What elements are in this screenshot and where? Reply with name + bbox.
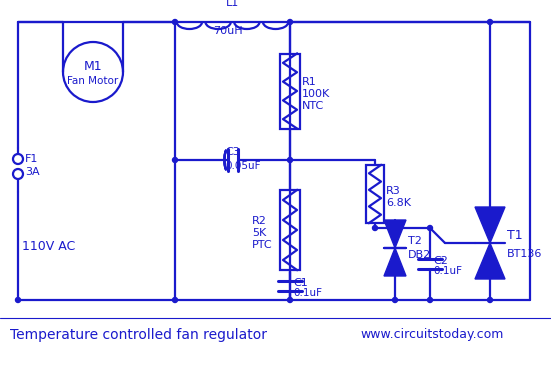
Text: R1: R1 (302, 77, 317, 87)
Bar (280, 190, 300, 270)
Circle shape (172, 158, 177, 162)
Text: BT136: BT136 (507, 249, 542, 259)
Text: NTC: NTC (302, 101, 324, 111)
Text: 3A: 3A (25, 167, 40, 177)
Circle shape (488, 20, 493, 24)
Circle shape (15, 297, 20, 303)
Circle shape (428, 225, 433, 231)
Text: 0.1uF: 0.1uF (433, 266, 462, 276)
Circle shape (288, 20, 293, 24)
Circle shape (288, 297, 293, 303)
Text: 5K: 5K (252, 228, 266, 238)
Text: 70uH: 70uH (213, 26, 242, 36)
Circle shape (288, 158, 293, 162)
Circle shape (172, 297, 177, 303)
Text: 0.05uF: 0.05uF (225, 161, 261, 171)
Text: 100K: 100K (302, 89, 330, 99)
Text: M1: M1 (84, 61, 102, 73)
Text: Temperature controlled fan regulator: Temperature controlled fan regulator (10, 328, 267, 342)
Polygon shape (384, 248, 406, 276)
Text: 110V AC: 110V AC (22, 240, 75, 253)
Polygon shape (475, 207, 505, 243)
Circle shape (392, 297, 397, 303)
Text: C1: C1 (293, 278, 308, 288)
Text: PTC: PTC (252, 240, 273, 250)
Text: T2: T2 (408, 236, 422, 246)
Circle shape (172, 20, 177, 24)
Text: T1: T1 (507, 229, 523, 242)
Text: 0.1uF: 0.1uF (293, 288, 322, 298)
Circle shape (372, 225, 377, 231)
Text: 6.8K: 6.8K (386, 198, 411, 208)
Text: C2: C2 (433, 256, 448, 266)
Circle shape (488, 297, 493, 303)
Polygon shape (475, 243, 505, 279)
Circle shape (428, 297, 433, 303)
Text: Fan Motor: Fan Motor (67, 76, 118, 86)
Polygon shape (384, 220, 406, 248)
Text: R2: R2 (252, 216, 267, 226)
Text: F1: F1 (25, 154, 39, 164)
Bar (366, 165, 384, 223)
Text: R3: R3 (386, 186, 401, 196)
Text: DB2: DB2 (408, 250, 431, 260)
Text: L1: L1 (226, 0, 239, 8)
Text: C3: C3 (225, 147, 240, 157)
Bar (280, 54, 300, 128)
Text: www.circuitstoday.com: www.circuitstoday.com (360, 328, 504, 341)
